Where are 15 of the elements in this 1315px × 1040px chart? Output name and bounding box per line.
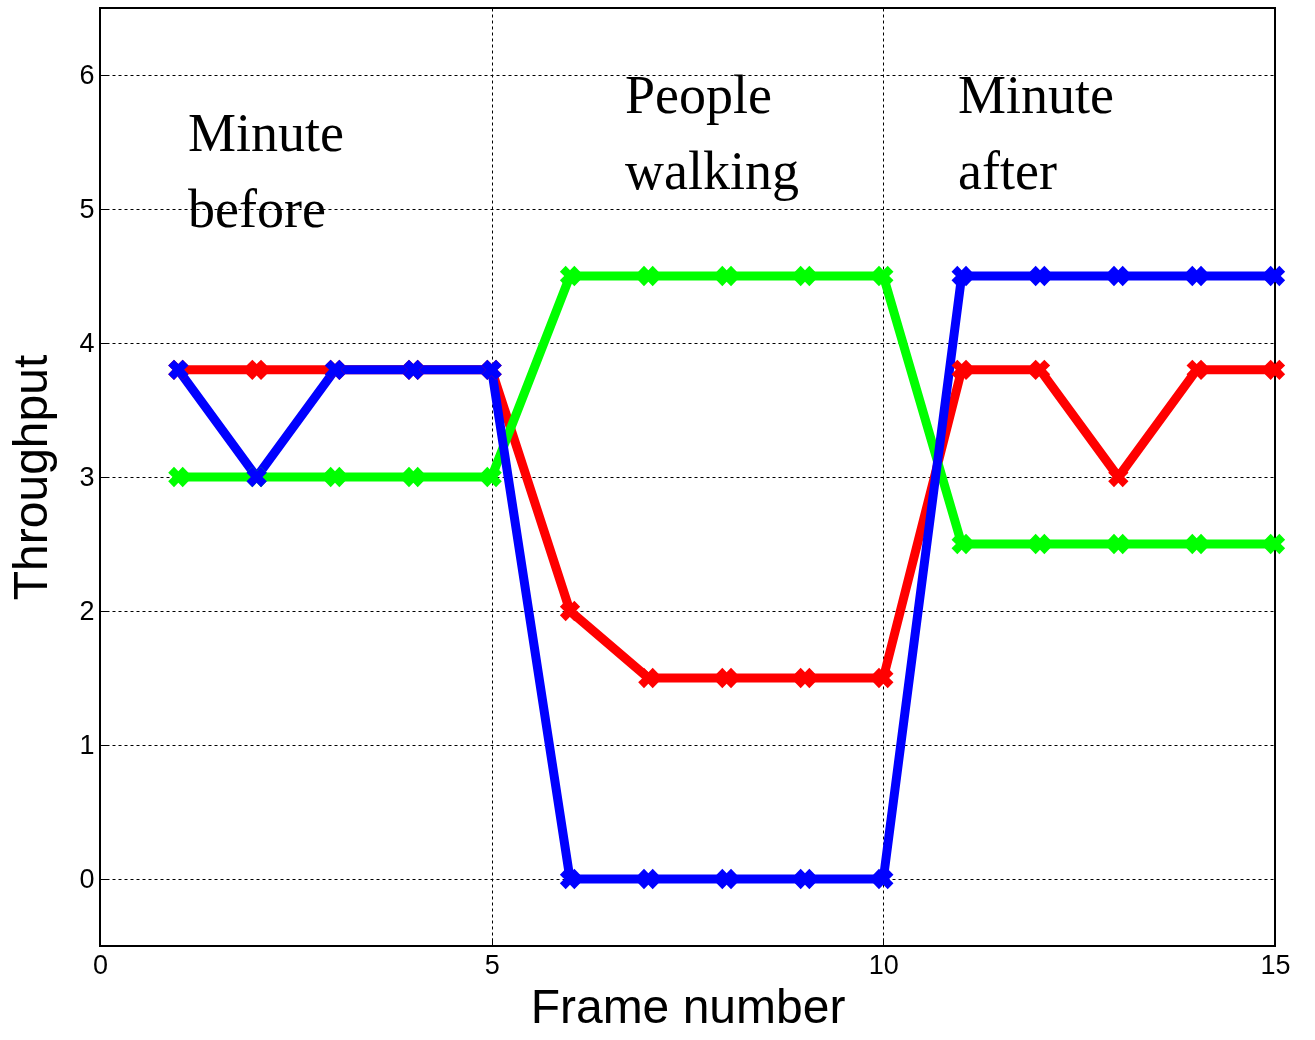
- x-tick-label: 5: [484, 949, 500, 980]
- y-tick-label: 2: [79, 595, 95, 626]
- x-tick-label: 10: [868, 949, 899, 980]
- annotation: People walking: [625, 65, 799, 201]
- y-tick-label: 6: [79, 59, 95, 90]
- x-tick-label: 15: [1260, 949, 1291, 980]
- annotation: Minute after: [958, 65, 1114, 201]
- y-tick-label: 5: [79, 193, 95, 224]
- y-axis-title: Throughput: [4, 354, 58, 601]
- y-tick-label: 0: [79, 863, 95, 894]
- y-tick-label: 4: [79, 327, 95, 358]
- y-tick-label: 3: [79, 461, 95, 492]
- annotation: Minute before: [188, 103, 344, 239]
- y-tick-label: 1: [79, 729, 95, 760]
- x-axis-title: Frame number: [530, 979, 846, 1033]
